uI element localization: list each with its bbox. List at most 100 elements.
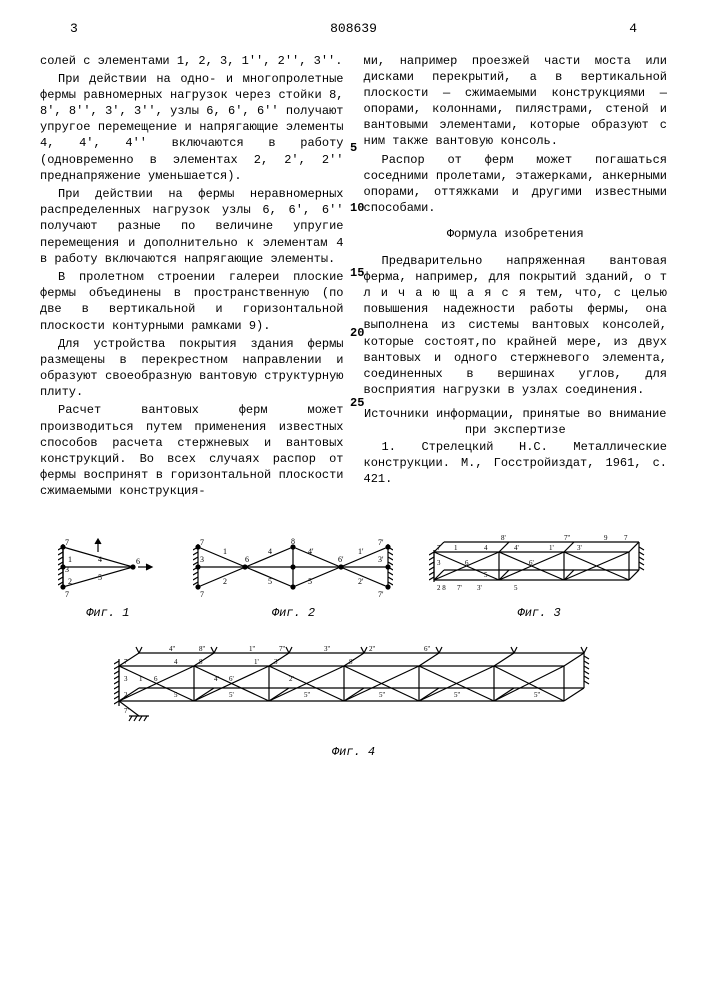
svg-text:8'': 8'' — [199, 645, 205, 653]
svg-text:4: 4 — [98, 555, 102, 564]
svg-text:2: 2 — [223, 577, 227, 586]
svg-text:1': 1' — [358, 547, 364, 556]
svg-text:6: 6 — [465, 559, 469, 567]
svg-text:1: 1 — [139, 675, 143, 683]
svg-text:7: 7 — [124, 658, 128, 666]
svg-text:7': 7' — [378, 538, 384, 547]
figures-section: 7 1 3 2 7 4 5 6 Фиг. 1 — [40, 532, 667, 760]
svg-text:3': 3' — [477, 584, 482, 592]
svg-text:7: 7 — [200, 590, 204, 599]
paragraph: Предварительно напряженная вантовая ферм… — [364, 253, 668, 399]
svg-text:5: 5 — [98, 573, 102, 582]
svg-text:5: 5 — [174, 691, 178, 699]
svg-text:7: 7 — [437, 544, 441, 552]
svg-text:8: 8 — [291, 537, 295, 546]
figure-4-label: Фиг. 4 — [114, 744, 594, 760]
svg-text:3: 3 — [200, 555, 204, 564]
svg-text:6': 6' — [338, 555, 344, 564]
line-marker: 5 — [350, 140, 357, 156]
svg-text:4': 4' — [308, 547, 314, 556]
svg-text:3: 3 — [124, 675, 128, 683]
left-column: солей с элементами 1, 2, 3, 1'', 2'', 3'… — [40, 53, 344, 502]
svg-text:7: 7 — [65, 538, 69, 547]
svg-text:3'': 3'' — [324, 645, 330, 653]
line-marker: 10 — [350, 200, 364, 216]
page-number-right: 4 — [629, 20, 637, 38]
right-column: ми, например проезжей части моста или ди… — [364, 53, 668, 502]
document-number: 808639 — [330, 20, 377, 38]
svg-text:6': 6' — [529, 559, 534, 567]
paragraph: Расчет вантовых ферм может производиться… — [40, 402, 344, 499]
line-marker: 20 — [350, 325, 364, 341]
svg-text:7: 7 — [200, 538, 204, 547]
svg-text:2': 2' — [358, 577, 364, 586]
svg-text:3': 3' — [274, 658, 279, 666]
svg-text:7: 7 — [65, 590, 69, 599]
svg-text:2: 2 — [68, 577, 72, 586]
svg-text:8: 8 — [199, 658, 203, 666]
svg-text:7: 7 — [624, 534, 628, 542]
svg-text:6': 6' — [229, 675, 234, 683]
truss-diagram-3: 7 3 2 8 1 7' 6 3' 4 5 8' 4' 5 6' 1' 7'' … — [429, 532, 649, 602]
svg-text:1: 1 — [223, 547, 227, 556]
svg-text:4: 4 — [268, 547, 272, 556]
svg-text:5': 5' — [229, 691, 234, 699]
svg-text:7': 7' — [124, 707, 129, 715]
svg-text:5: 5 — [484, 571, 488, 579]
paragraph: 1. Стрелецкий Н.С. Металлические констру… — [364, 439, 668, 488]
svg-text:9: 9 — [604, 534, 608, 542]
svg-text:1'': 1'' — [249, 645, 255, 653]
paragraph: Распор от ферм может погашаться соседним… — [364, 152, 668, 217]
paragraph: При действии на одно- и многопролетные ф… — [40, 71, 344, 184]
svg-text:6: 6 — [136, 557, 140, 566]
svg-text:5: 5 — [308, 577, 312, 586]
svg-text:1: 1 — [454, 544, 458, 552]
svg-text:6: 6 — [245, 555, 249, 564]
svg-text:1': 1' — [254, 658, 259, 666]
figure-2: 7 3 7 1 2 6 4 5 8 4' 5 6' 1' 2' 3' 7' 7'… — [193, 532, 393, 621]
line-marker: 25 — [350, 395, 364, 411]
figure-4: 7 3 2 7' 1 6 4 5 4'' 8'' 8 4' 5' 6' 1' 1… — [114, 641, 594, 760]
truss-diagram-4: 7 3 2 7' 1 6 4 5 4'' 8'' 8 4' 5' 6' 1' 1… — [114, 641, 594, 741]
svg-text:7'': 7'' — [279, 645, 285, 653]
page-number-left: 3 — [70, 20, 78, 38]
svg-text:5'': 5'' — [454, 691, 460, 699]
svg-text:5: 5 — [268, 577, 272, 586]
svg-text:4'': 4'' — [169, 645, 175, 653]
svg-text:6: 6 — [154, 675, 158, 683]
figure-3-label: Фиг. 3 — [429, 605, 649, 621]
svg-text:3: 3 — [437, 559, 441, 567]
svg-text:8': 8' — [501, 534, 506, 542]
svg-text:3': 3' — [577, 544, 582, 552]
svg-text:3': 3' — [378, 555, 384, 564]
figure-2-label: Фиг. 2 — [193, 605, 393, 621]
paragraph: В пролетном строении галереи плоские фер… — [40, 269, 344, 334]
svg-text:2 8: 2 8 — [437, 584, 446, 592]
truss-diagram-2: 7 3 7 1 2 6 4 5 8 4' 5 6' 1' 2' 3' 7' 7' — [193, 532, 393, 602]
svg-text:4': 4' — [514, 544, 519, 552]
svg-text:7': 7' — [457, 584, 462, 592]
paragraph: Для устройства покрытия здания фермы раз… — [40, 336, 344, 401]
svg-text:8': 8' — [349, 658, 354, 666]
svg-text:5'': 5'' — [379, 691, 385, 699]
figures-row-bottom: 7 3 2 7' 1 6 4 5 4'' 8'' 8 4' 5' 6' 1' 1… — [40, 641, 667, 760]
figure-1-label: Фиг. 1 — [58, 605, 158, 621]
svg-text:1': 1' — [549, 544, 554, 552]
paragraph: солей с элементами 1, 2, 3, 1'', 2'', 3'… — [40, 53, 344, 69]
svg-text:5: 5 — [514, 584, 518, 592]
svg-text:2'': 2'' — [369, 645, 375, 653]
sources-title: Источники информации, принятые во вниман… — [364, 406, 668, 438]
svg-text:5'': 5'' — [534, 691, 540, 699]
svg-text:5'': 5'' — [304, 691, 310, 699]
paragraph: ми, например проезжей части моста или ди… — [364, 53, 668, 150]
figures-row-top: 7 1 3 2 7 4 5 6 Фиг. 1 — [40, 532, 667, 621]
figure-3: 7 3 2 8 1 7' 6 3' 4 5 8' 4' 5 6' 1' 7'' … — [429, 532, 649, 621]
svg-text:1: 1 — [68, 555, 72, 564]
line-marker: 15 — [350, 265, 364, 281]
figure-1: 7 1 3 2 7 4 5 6 Фиг. 1 — [58, 532, 158, 621]
svg-text:2: 2 — [124, 691, 128, 699]
formula-title: Формула изобретения — [364, 226, 668, 242]
paragraph: При действии на фермы неравномерных расп… — [40, 186, 344, 267]
svg-text:6'': 6'' — [424, 645, 430, 653]
svg-text:4: 4 — [174, 658, 178, 666]
